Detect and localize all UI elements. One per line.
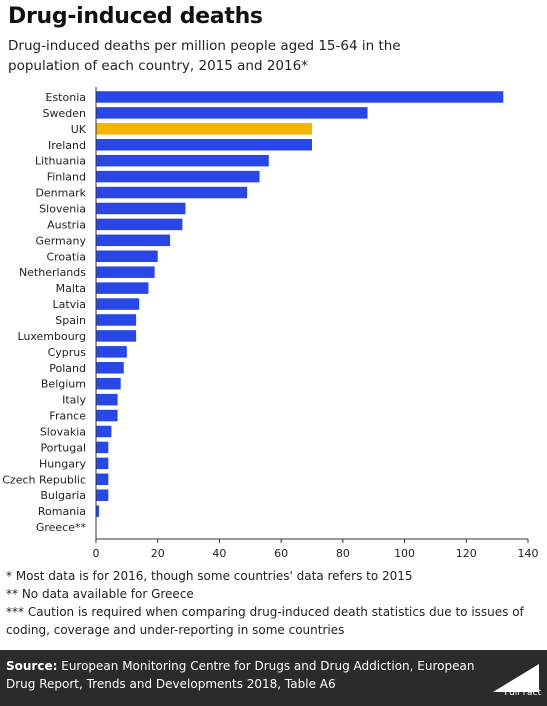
bar — [96, 330, 137, 342]
bar — [96, 393, 118, 406]
bar — [96, 441, 109, 454]
bar — [96, 489, 109, 501]
category-label: Spain — [55, 314, 86, 327]
bar — [96, 154, 269, 167]
category-label: Greece** — [36, 521, 87, 534]
bar — [96, 473, 109, 486]
bar — [96, 362, 124, 374]
category-label: Netherlands — [19, 266, 86, 279]
category-label: Italy — [62, 394, 86, 407]
bar — [96, 202, 186, 215]
x-tick-label: 0 — [93, 547, 100, 560]
category-label: Latvia — [53, 298, 87, 311]
category-label: Malta — [56, 282, 86, 295]
x-tick-label: 40 — [212, 547, 226, 560]
category-label: Slovenia — [39, 202, 86, 215]
footnote-1: * Most data is for 2016, though some cou… — [6, 569, 413, 583]
category-label: Slovakia — [40, 425, 86, 438]
full-fact-logo-icon — [493, 664, 539, 692]
chart-title: Drug-induced deaths — [8, 4, 263, 29]
bar — [96, 346, 127, 358]
x-tick-label: 140 — [518, 547, 539, 560]
bar — [96, 409, 118, 422]
x-tick-label: 100 — [394, 547, 415, 560]
category-label: Austria — [47, 218, 86, 231]
category-label: Denmark — [35, 187, 86, 200]
x-tick-label: 60 — [274, 547, 288, 560]
source-text: Source: European Monitoring Centre for D… — [6, 657, 486, 693]
bar — [96, 505, 100, 517]
footnotes: * Most data is for 2016, though some cou… — [6, 567, 536, 639]
bar — [96, 123, 312, 135]
category-label: Sweden — [43, 107, 86, 120]
bar — [96, 250, 158, 263]
category-label: Croatia — [46, 250, 86, 263]
category-label: Cyprus — [48, 346, 87, 359]
bar — [96, 377, 121, 390]
category-label: Poland — [49, 362, 86, 375]
category-label: UK — [71, 123, 87, 136]
bar — [96, 282, 149, 294]
category-label: Germany — [35, 234, 86, 247]
category-label: Bulgaria — [40, 489, 86, 502]
category-label: Lithuania — [35, 155, 86, 168]
chart-subtitle: Drug-induced deaths per million people a… — [8, 38, 401, 74]
bar — [96, 139, 312, 151]
bar — [96, 91, 504, 103]
category-label: Czech Republic — [2, 473, 86, 486]
source-footer: Source: European Monitoring Centre for D… — [0, 650, 547, 706]
bar — [96, 298, 140, 310]
logo-text: Full Fact — [504, 688, 541, 698]
bar — [96, 107, 368, 119]
category-label: Portugal — [40, 441, 86, 454]
bar-chart: Estonia Sweden UK Ireland Lithuania Finland De… — [2, 87, 539, 560]
bar — [96, 425, 112, 438]
bar — [96, 457, 109, 470]
bar — [96, 170, 260, 183]
x-tick-label: 120 — [456, 547, 477, 560]
footnote-3: *** Caution is required when comparing d… — [6, 605, 524, 637]
bar — [96, 218, 183, 231]
bar — [96, 314, 137, 326]
bar — [96, 234, 171, 247]
x-tick-label: 20 — [151, 547, 165, 560]
category-label: Belgium — [41, 378, 86, 391]
category-label: Hungary — [39, 457, 86, 470]
x-tick-label: 80 — [336, 547, 350, 560]
source-label: Source: — [6, 659, 58, 673]
bar — [96, 266, 155, 278]
category-label: France — [49, 410, 86, 423]
source-citation: European Monitoring Centre for Drugs and… — [6, 659, 475, 691]
category-label: Romania — [38, 505, 86, 518]
category-label: Luxembourg — [17, 330, 86, 343]
bar — [96, 186, 248, 199]
category-label: Finland — [47, 171, 86, 184]
category-label: Ireland — [48, 139, 86, 152]
footnote-2: ** No data available for Greece — [6, 587, 194, 601]
category-label: Estonia — [46, 91, 87, 104]
